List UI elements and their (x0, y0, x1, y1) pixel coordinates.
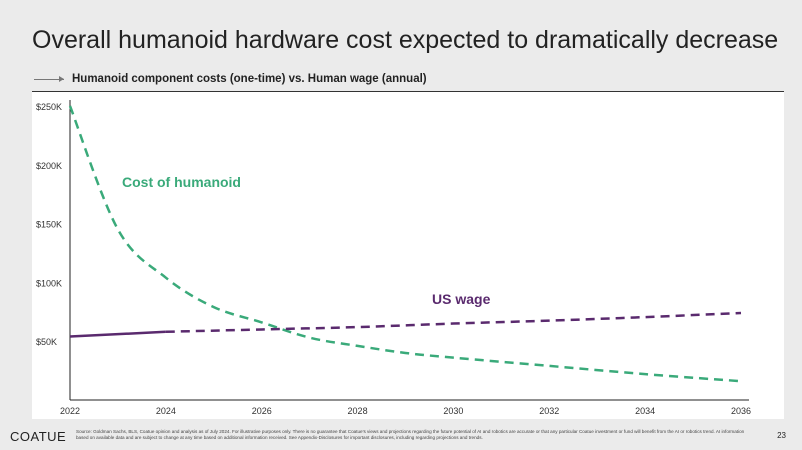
y-tick-label: $100K (36, 278, 62, 288)
x-tick-label: 2032 (539, 406, 559, 416)
us-wage-line-actual (69, 330, 166, 338)
x-tick-label: 2030 (443, 406, 463, 416)
y-tick-label: $250K (36, 102, 62, 112)
x-tick-label: 2034 (635, 406, 655, 416)
chart-subtitle: Humanoid component costs (one-time) vs. … (34, 73, 427, 85)
series-label-us-wage: US wage (432, 291, 491, 307)
series-label-cost-of-humanoid: Cost of humanoid (122, 174, 241, 190)
x-tick-label: 2036 (731, 406, 751, 416)
x-tick-label: 2028 (348, 406, 368, 416)
cost-of-humanoid-line (68, 105, 742, 383)
y-tick-label: $200K (36, 161, 62, 171)
x-tick-label: 2022 (60, 406, 80, 416)
y-tick-label: $150K (36, 220, 62, 230)
x-tick-label: 2026 (252, 406, 272, 416)
coatue-logo: COATUE (10, 429, 67, 444)
chart-subtitle-text: Humanoid component costs (one-time) vs. … (72, 73, 427, 85)
us-wage-line-projected (165, 311, 742, 334)
arrow-icon (34, 75, 64, 82)
page-number: 23 (777, 431, 786, 440)
chart-panel (32, 91, 784, 419)
page-title: Overall humanoid hardware cost expected … (32, 26, 779, 54)
y-tick-label: $50K (36, 337, 57, 347)
x-tick-label: 2024 (156, 406, 176, 416)
footnote: Source: Goldman Sachs, BLS, Coatue opini… (76, 429, 745, 440)
